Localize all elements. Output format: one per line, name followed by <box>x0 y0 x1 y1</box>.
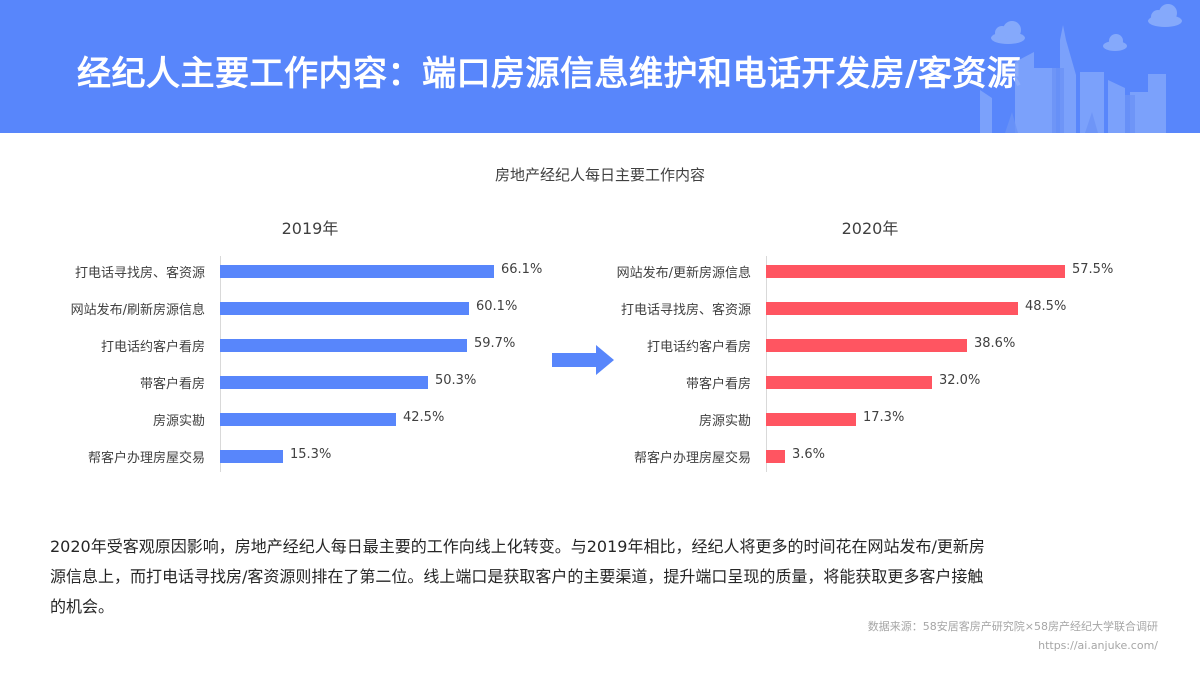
bar <box>766 376 932 389</box>
bar <box>766 302 1018 315</box>
panel-year-label: 2019年 <box>281 219 339 238</box>
bar <box>766 265 1065 278</box>
category-label: 带客户看房 <box>685 377 751 392</box>
category-label: 网站发布/更新房源信息 <box>616 266 751 281</box>
category-label: 打电话寻找房、客资源 <box>74 266 205 281</box>
bar <box>220 302 469 315</box>
city-skyline-icon <box>980 4 1182 133</box>
category-label: 帮客户办理房屋交易 <box>87 451 205 466</box>
chart-title: 房地产经纪人每日主要工作内容 <box>494 166 705 184</box>
category-label: 网站发布/刷新房源信息 <box>70 303 205 318</box>
category-label: 带客户看房 <box>139 377 205 392</box>
source-text: 数据来源：58安居客房产研究院×58房产经纪大学联合调研 <box>867 620 1158 633</box>
bar <box>220 376 428 389</box>
value-label: 60.1% <box>476 299 518 314</box>
bar <box>220 265 494 278</box>
summary-text: 2020年受客观原因影响，房地产经纪人每日最主要的工作向线上化转变。与2019年… <box>50 532 1110 622</box>
summary-line: 源信息上，而打电话寻找房/客资源则排在了第二位。线上端口是获取客户的主要渠道，提… <box>50 567 984 586</box>
value-label: 50.3% <box>435 373 477 388</box>
category-label: 房源实勘 <box>698 414 751 429</box>
category-label: 打电话约客户看房 <box>100 340 205 355</box>
source-url: https://ai.anjuke.com/ <box>1038 639 1158 652</box>
arrow-right-icon <box>552 345 614 375</box>
value-label: 48.5% <box>1025 299 1067 314</box>
value-label: 66.1% <box>501 262 543 277</box>
bar <box>220 339 467 352</box>
value-label: 17.3% <box>863 410 905 425</box>
bar <box>220 450 283 463</box>
bar <box>766 339 967 352</box>
value-label: 57.5% <box>1072 262 1114 277</box>
category-label: 打电话寻找房、客资源 <box>620 303 751 318</box>
bar <box>220 413 396 426</box>
category-label: 打电话约客户看房 <box>646 340 751 355</box>
data-source: 数据来源：58安居客房产研究院×58房产经纪大学联合调研 https://ai.… <box>868 617 1158 655</box>
value-label: 3.6% <box>792 447 826 462</box>
page-title: 经纪人主要工作内容：端口房源信息维护和电话开发房/客资源 <box>77 54 1022 94</box>
panel-year-label: 2020年 <box>841 219 899 238</box>
summary-line: 2020年受客观原因影响，房地产经纪人每日最主要的工作向线上化转变。与2019年… <box>50 537 985 556</box>
value-label: 59.7% <box>474 336 516 351</box>
bar <box>766 450 785 463</box>
value-label: 15.3% <box>290 447 332 462</box>
header-banner: 经纪人主要工作内容：端口房源信息维护和电话开发房/客资源 <box>0 0 1200 133</box>
value-label: 32.0% <box>939 373 981 388</box>
value-label: 42.5% <box>403 410 445 425</box>
category-label: 帮客户办理房屋交易 <box>633 451 751 466</box>
bar <box>766 413 856 426</box>
category-label: 房源实勘 <box>152 414 205 429</box>
value-label: 38.6% <box>974 336 1016 351</box>
y-axis-line <box>220 256 221 472</box>
y-axis-line <box>766 256 767 472</box>
summary-line: 的机会。 <box>50 597 115 616</box>
